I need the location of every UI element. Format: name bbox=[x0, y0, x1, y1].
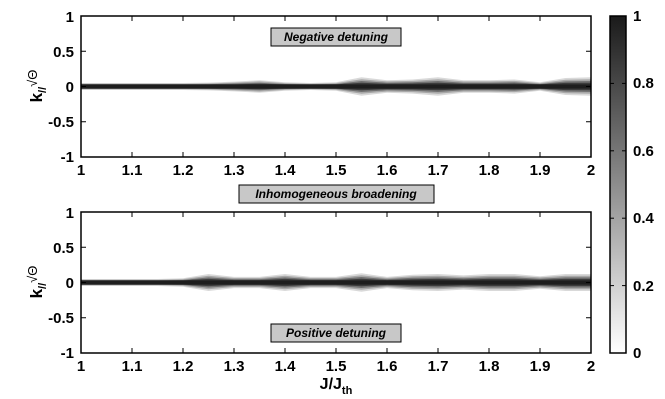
top-y-label-sub: // bbox=[37, 87, 49, 93]
x-label-main: J/J bbox=[320, 376, 342, 393]
top-panel: 1 0.5 0 -0.5 -1 1 1.1 1.2 1.3 1.4 1.5 1.… bbox=[25, 9, 595, 179]
bottom-x-tick-label: 1.5 bbox=[326, 358, 347, 375]
bottom-x-tick-label: 1.9 bbox=[530, 358, 551, 375]
top-annotation: Negative detuning bbox=[270, 27, 402, 47]
bottom-x-tick-label: 1.2 bbox=[173, 358, 194, 375]
top-x-tick-label: 1.6 bbox=[377, 162, 398, 179]
colorbar-tick-label: 0.4 bbox=[633, 210, 655, 227]
svg-text:k//√Θ: k//√Θ bbox=[25, 266, 49, 299]
top-x-tick-label: 1.2 bbox=[173, 162, 194, 179]
top-annotation-box bbox=[270, 27, 402, 47]
colorbar-tick-label: 0.6 bbox=[633, 143, 654, 160]
top-x-tick-label: 2 bbox=[587, 162, 595, 179]
middle-annotation-text: Inhomogeneous broadening bbox=[255, 187, 417, 201]
top-x-tick-label: 1.5 bbox=[326, 162, 347, 179]
bottom-x-tick-label: 1 bbox=[77, 358, 85, 375]
bottom-y-axis-label: k//√Θ bbox=[25, 266, 49, 299]
colorbar-gradient bbox=[609, 15, 627, 354]
bottom-band-core bbox=[81, 280, 591, 285]
bottom-x-tick-label: 1.3 bbox=[224, 358, 245, 375]
bottom-x-tick-label: 1.7 bbox=[428, 358, 449, 375]
top-x-tick-label: 1.7 bbox=[428, 162, 449, 179]
middle-annotation-box bbox=[238, 184, 435, 204]
top-tick-marks bbox=[80, 15, 592, 158]
bottom-x-tick-label: 1.8 bbox=[479, 358, 500, 375]
colorbar-tick-label: 1 bbox=[633, 8, 641, 25]
top-x-tick-label: 1.1 bbox=[122, 162, 143, 179]
bottom-y-label-sqrt: √Θ bbox=[25, 266, 40, 283]
colorbar: 1 0.8 0.6 0.4 0.2 0 bbox=[609, 8, 655, 362]
bottom-annotation-text: Positive detuning bbox=[286, 326, 387, 340]
bottom-x-tick-label: 1.1 bbox=[122, 358, 143, 375]
top-x-tick-label: 1.9 bbox=[530, 162, 551, 179]
bottom-y-tick-label: -0.5 bbox=[48, 310, 74, 327]
middle-annotation: Inhomogeneous broadening bbox=[238, 184, 435, 204]
top-y-label-k: k bbox=[27, 92, 46, 102]
bottom-y-tick-label: 0 bbox=[66, 275, 74, 292]
bottom-panel: 1 0.5 0 -0.5 -1 1 1.1 1.2 1.3 1.4 1.5 1.… bbox=[25, 205, 595, 397]
top-annotation-text: Negative detuning bbox=[284, 30, 389, 44]
top-x-tick-label: 1.8 bbox=[479, 162, 500, 179]
top-y-axis-label: k//√Θ bbox=[25, 70, 49, 103]
bottom-x-tick-label: 1.6 bbox=[377, 358, 398, 375]
bottom-annotation-box bbox=[270, 323, 402, 343]
top-band-core bbox=[81, 84, 591, 89]
bottom-y-tick-label: 0.5 bbox=[53, 240, 74, 257]
bottom-annotation: Positive detuning bbox=[270, 323, 402, 343]
x-axis-label: J/Jth bbox=[320, 376, 353, 397]
top-x-tick-label: 1 bbox=[77, 162, 85, 179]
colorbar-tick-label: 0 bbox=[633, 345, 641, 362]
top-y-tick-label: 0.5 bbox=[53, 44, 74, 61]
top-band-layer bbox=[81, 77, 591, 96]
x-label-sub: th bbox=[342, 385, 353, 397]
colorbar-tick-label: 0.2 bbox=[633, 278, 654, 295]
bottom-y-tick-label: -1 bbox=[61, 345, 74, 362]
top-y-label-sqrt: √Θ bbox=[25, 70, 40, 87]
top-y-tick-label: -0.5 bbox=[48, 114, 74, 131]
colorbar-tick-label: 0.8 bbox=[633, 75, 654, 92]
colorbar-tick-marks bbox=[610, 15, 626, 354]
bottom-x-tick-label: 1.4 bbox=[275, 358, 297, 375]
bottom-band-layer bbox=[81, 273, 591, 292]
bottom-y-label-sub: // bbox=[37, 283, 49, 289]
top-y-tick-label: -1 bbox=[61, 149, 74, 166]
top-y-tick-label: 0 bbox=[66, 79, 74, 96]
bottom-y-label-k: k bbox=[27, 288, 46, 298]
svg-text:k//√Θ: k//√Θ bbox=[25, 70, 49, 103]
bottom-x-tick-label: 2 bbox=[587, 358, 595, 375]
top-x-tick-label: 1.3 bbox=[224, 162, 245, 179]
top-y-tick-label: 1 bbox=[66, 9, 74, 26]
top-x-tick-label: 1.4 bbox=[275, 162, 297, 179]
bottom-y-tick-label: 1 bbox=[66, 205, 74, 222]
bottom-tick-marks bbox=[80, 211, 592, 354]
